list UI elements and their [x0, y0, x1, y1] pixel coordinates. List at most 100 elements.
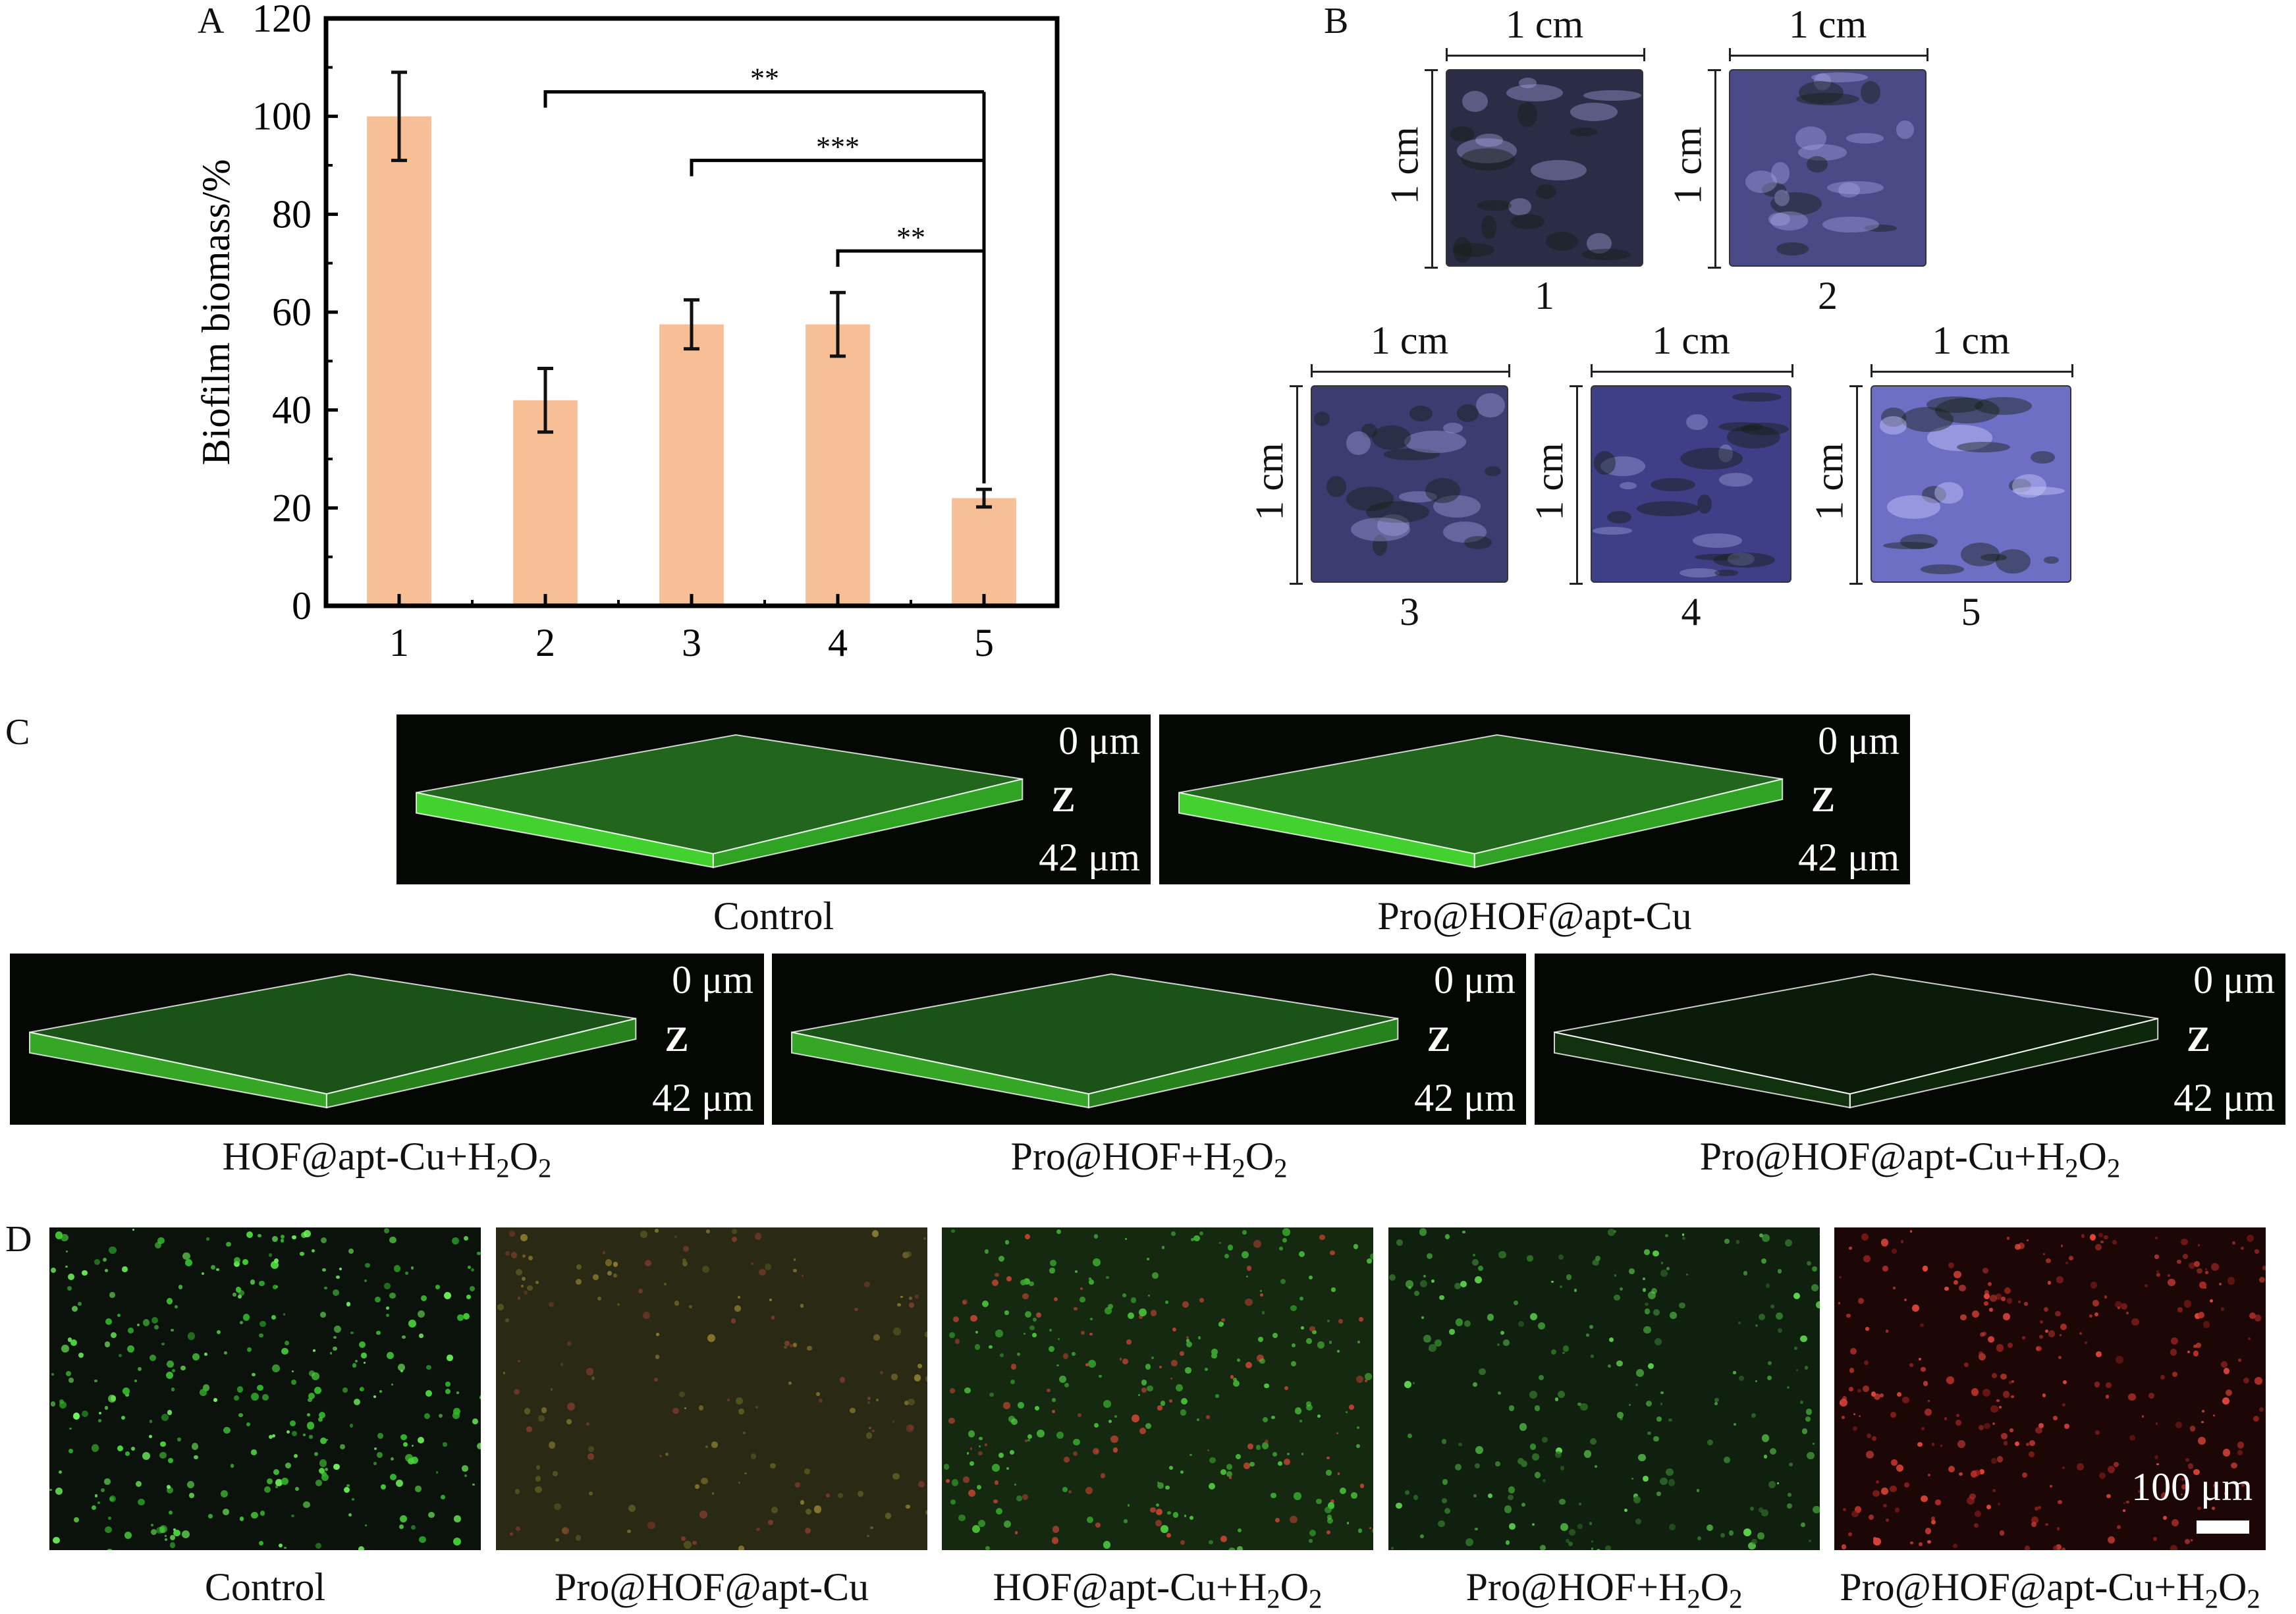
cell-dot [520, 1234, 528, 1241]
cell-dot [231, 1464, 234, 1467]
cell-dot [1805, 1366, 1808, 1369]
cell-dot [1669, 1524, 1676, 1530]
cell-dot [1180, 1470, 1184, 1474]
cell-dot [2031, 1522, 2036, 1527]
cell-dot [441, 1495, 445, 1499]
cell-dot [1151, 1310, 1157, 1316]
cell-dot [549, 1302, 554, 1307]
cell-dot [400, 1434, 407, 1441]
cell-dot [312, 1249, 315, 1252]
cell-dot [1764, 1455, 1768, 1459]
cell-dot [1935, 1499, 1941, 1505]
cell-dot [1886, 1330, 1889, 1333]
cell-dot [978, 1451, 982, 1455]
cell-dot [240, 1517, 244, 1520]
cell-dot [1052, 1526, 1060, 1533]
cell-dot [1161, 1525, 1168, 1532]
cell-dot [1156, 1509, 1163, 1516]
cell-dot [1997, 1456, 2004, 1463]
cell-dot [1643, 1326, 1651, 1333]
cell-dot [308, 1393, 315, 1399]
cell-dot [1185, 1367, 1191, 1374]
cell-dot [738, 1546, 745, 1550]
cell-dot [1932, 1443, 1934, 1445]
cell-dot [232, 1293, 236, 1297]
cell-dot [436, 1471, 438, 1473]
cell-dot [1256, 1445, 1261, 1450]
cell-dot [1895, 1507, 1900, 1512]
cell-dot [1027, 1434, 1032, 1439]
cell-dot [586, 1368, 594, 1376]
cell-dot [970, 1447, 972, 1449]
cell-dot [315, 1543, 321, 1549]
cell-dot [951, 1229, 955, 1233]
cell-dot [411, 1525, 416, 1530]
cell-dot [333, 1347, 337, 1351]
cell-dot [1785, 1239, 1792, 1247]
cell-dot [300, 1252, 304, 1256]
cell-dot [177, 1438, 181, 1441]
cell-dot [1103, 1541, 1111, 1549]
cell-dot [1530, 1313, 1538, 1321]
cell-dot [1800, 1401, 1803, 1404]
cell-dot [1787, 1386, 1790, 1389]
cell-dot [1087, 1517, 1093, 1523]
cell-dot [953, 1316, 960, 1323]
cell-dot [738, 1296, 740, 1299]
scale-bar-label: 100 μm [2094, 1465, 2253, 1510]
cell-dot [309, 1435, 312, 1438]
cell-dot [876, 1399, 879, 1401]
cell-dot [1974, 1523, 1979, 1528]
cell-dot [136, 1481, 142, 1487]
cell-dot [167, 1298, 173, 1305]
cell-dot [979, 1445, 981, 1447]
live-dead-label: Pro@HOF+H2O2 [1362, 1565, 1846, 1614]
cell-dot [1761, 1509, 1768, 1517]
cell-dot [1873, 1537, 1876, 1540]
cell-dot [732, 1237, 737, 1242]
cell-dot [155, 1242, 161, 1249]
cell-dot [1800, 1335, 1807, 1342]
cell-dot [1770, 1305, 1774, 1308]
cell-dot [628, 1505, 636, 1512]
cell-dot [1921, 1495, 1927, 1502]
cell-dot [979, 1437, 982, 1440]
cell-dot [1738, 1322, 1741, 1324]
cell-dot [1999, 1406, 2002, 1409]
cell-dot [1011, 1364, 1017, 1370]
cell-dot [1956, 1414, 1960, 1418]
cell-dot [2062, 1547, 2065, 1550]
cell-dot [352, 1498, 354, 1500]
cell-dot [1849, 1387, 1853, 1391]
cell-dot [1883, 1504, 1886, 1507]
cell-dot [1954, 1280, 1958, 1285]
cell-dot [638, 1289, 643, 1293]
cell-dot [1049, 1346, 1054, 1352]
cell-dot [1413, 1495, 1419, 1500]
cell-dot [963, 1476, 970, 1483]
cell-dot [374, 1447, 377, 1450]
cell-dot [1665, 1234, 1668, 1237]
cell-dot [2061, 1245, 2064, 1247]
cell-dot [119, 1354, 122, 1357]
cell-dot [2104, 1235, 2108, 1240]
cell-dot [1992, 1373, 1997, 1378]
cell-dot [1351, 1492, 1357, 1499]
cell-dot [216, 1268, 219, 1271]
cell-dot [1813, 1506, 1820, 1513]
cell-dot [1172, 1328, 1176, 1332]
cell-dot [998, 1453, 1004, 1458]
cell-dot [1697, 1489, 1700, 1492]
cell-dot [2193, 1345, 2197, 1349]
cell-dot [92, 1444, 99, 1452]
cell-dot [188, 1332, 195, 1339]
cell-dot [2025, 1546, 2030, 1550]
cell-dot [1992, 1489, 1996, 1492]
cell-dot [1755, 1380, 1757, 1382]
cell-dot [1245, 1362, 1252, 1368]
cell-dot [2011, 1380, 2014, 1383]
cell-dot [1777, 1482, 1779, 1484]
cell-dot [1514, 1301, 1518, 1305]
cell-dot [462, 1465, 468, 1471]
